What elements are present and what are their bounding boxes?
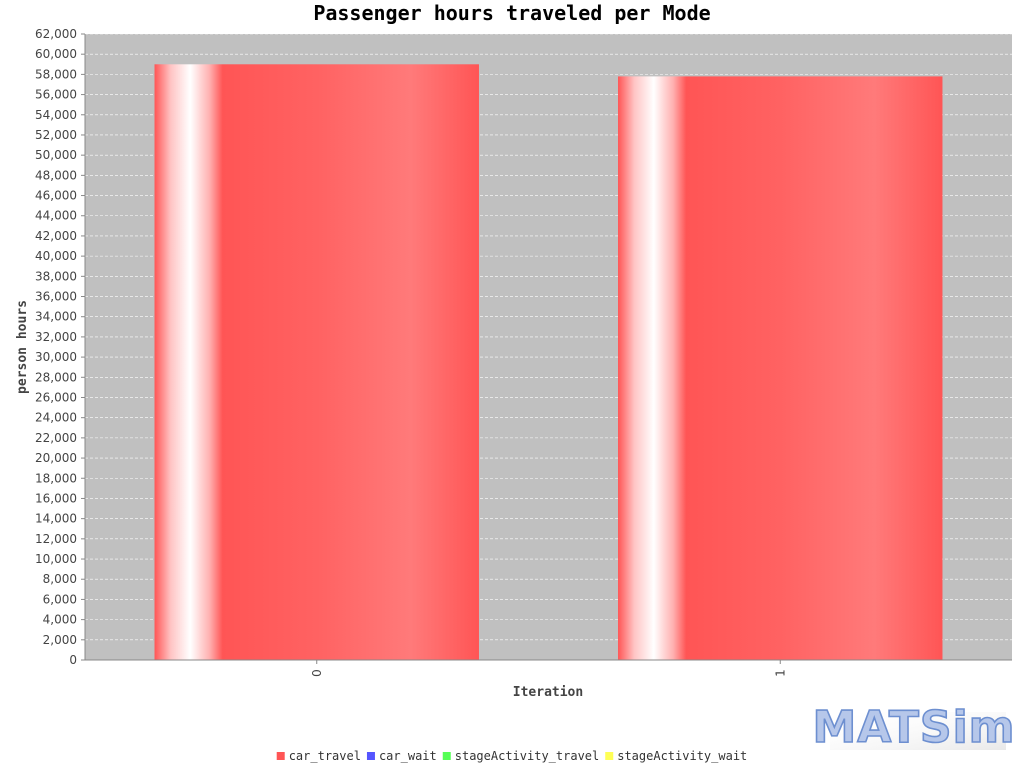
y-tick-label: 34,000 — [35, 310, 77, 324]
y-tick-label: 6,000 — [43, 592, 77, 606]
legend-swatch — [276, 752, 285, 760]
y-tick-label: 52,000 — [35, 128, 77, 142]
y-tick-label: 48,000 — [35, 168, 77, 182]
y-tick-label: 42,000 — [35, 229, 77, 243]
y-tick-label: 16,000 — [35, 491, 77, 505]
y-tick-label: 40,000 — [35, 249, 77, 263]
legend-swatch — [366, 752, 375, 760]
y-tick-label: 56,000 — [35, 88, 77, 102]
x-tick-label: 0 — [310, 669, 324, 677]
y-axis-label: person hours — [15, 300, 30, 394]
y-tick-label: 18,000 — [35, 471, 77, 485]
y-tick-label: 14,000 — [35, 512, 77, 526]
legend-label: stageActivity_wait — [617, 749, 747, 763]
y-tick-label: 10,000 — [35, 552, 77, 566]
matsim-logo: MATSim — [812, 701, 1016, 754]
y-tick-label: 0 — [69, 653, 77, 667]
y-tick-label: 8,000 — [43, 572, 77, 586]
y-tick-label: 26,000 — [35, 390, 77, 404]
y-tick-label: 30,000 — [35, 350, 77, 364]
x-axis-label: Iteration — [513, 685, 583, 700]
bars — [154, 64, 943, 661]
legend-item-stageActivity_wait: stageActivity_wait — [605, 749, 747, 763]
y-tick-label: 62,000 — [35, 27, 77, 41]
y-tick-label: 4,000 — [43, 613, 77, 627]
y-ticks: 0 2,000 4,000 6,000 8,000 10,000 12,000 14,000 1… — [35, 27, 85, 667]
legend-swatch — [605, 752, 614, 760]
y-tick-label: 12,000 — [35, 532, 77, 546]
legend-item-car_wait: car_wait — [366, 749, 437, 763]
svg-text:MATSim: MATSim — [812, 702, 1015, 753]
bar-car_travel-1 — [618, 76, 943, 661]
chart-title: Passenger hours traveled per Mode — [313, 1, 710, 25]
y-tick-label: 58,000 — [35, 67, 77, 81]
legend-label: car_wait — [379, 749, 437, 763]
legend-item-car_travel: car_travel — [276, 749, 361, 763]
bar-car_travel-0 — [154, 64, 479, 660]
legend: car_travel car_wait stageActivity_travel st… — [276, 749, 747, 763]
y-tick-label: 32,000 — [35, 330, 77, 344]
y-tick-label: 28,000 — [35, 370, 77, 384]
y-tick-label: 20,000 — [35, 451, 77, 465]
y-tick-label: 44,000 — [35, 209, 77, 223]
y-tick-label: 60,000 — [35, 47, 77, 61]
y-tick-label: 46,000 — [35, 189, 77, 203]
legend-swatch — [442, 752, 451, 760]
y-tick-label: 54,000 — [35, 108, 77, 122]
x-tick-label: 1 — [773, 669, 787, 677]
y-tick-label: 2,000 — [43, 633, 77, 647]
legend-label: car_travel — [289, 749, 361, 763]
y-tick-label: 50,000 — [35, 148, 77, 162]
y-tick-label: 24,000 — [35, 411, 77, 425]
y-tick-label: 22,000 — [35, 431, 77, 445]
legend-item-stageActivity_travel: stageActivity_travel — [442, 749, 600, 763]
legend-label: stageActivity_travel — [455, 749, 600, 763]
y-tick-label: 38,000 — [35, 269, 77, 283]
y-tick-label: 36,000 — [35, 290, 77, 304]
